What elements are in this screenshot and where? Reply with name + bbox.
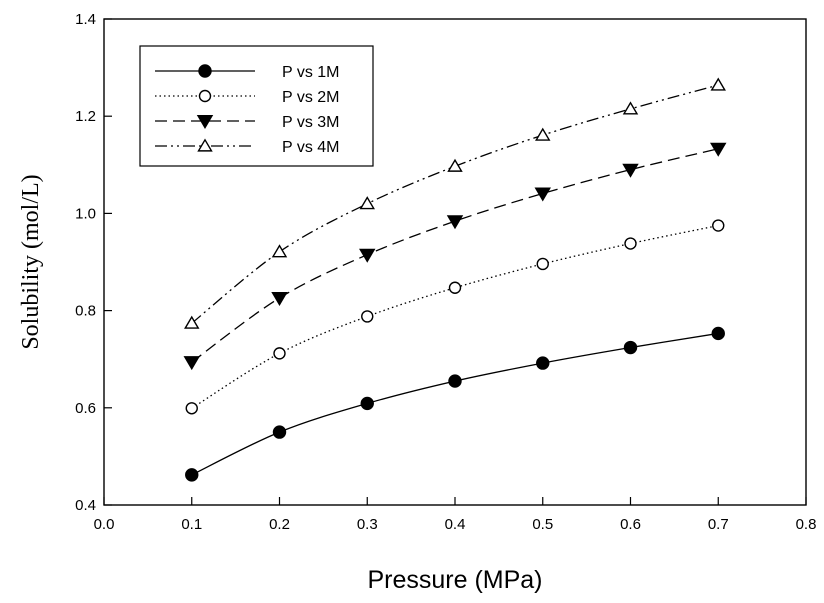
- legend-item: P vs 2M: [155, 89, 340, 106]
- x-tick-label: 0.6: [620, 516, 641, 533]
- series-2: [185, 219, 725, 415]
- x-tick-label: 0.4: [445, 516, 466, 533]
- data-point: [536, 356, 550, 370]
- legend-label: P vs 2M: [282, 89, 340, 106]
- data-point: [624, 237, 637, 250]
- data-point: [448, 281, 462, 294]
- legend-item: P vs 4M: [155, 138, 340, 156]
- legend-item: P vs 1M: [155, 64, 340, 81]
- legend-item: P vs 3M: [155, 114, 340, 131]
- data-point: [359, 196, 375, 210]
- data-point: [183, 356, 200, 371]
- legend: P vs 1M P vs 2M P vs 3M P vs 4M: [139, 45, 374, 167]
- y-axis-label: Solubility (mol/L): [18, 174, 44, 349]
- data-point: [535, 127, 551, 141]
- legend-marker: [196, 115, 214, 130]
- y-tick-label: 0.6: [75, 400, 96, 417]
- data-point: [623, 340, 638, 355]
- data-point: [448, 374, 462, 388]
- x-tick-label: 0.1: [181, 516, 202, 533]
- legend-label: P vs 1M: [282, 64, 340, 81]
- data-point: [360, 396, 374, 411]
- data-point: [711, 326, 725, 341]
- legend-marker: [197, 138, 213, 152]
- legend-label: P vs 3M: [282, 114, 340, 131]
- legend-marker: [198, 64, 212, 78]
- x-tick-label: 0.2: [269, 516, 290, 533]
- data-point: [185, 402, 198, 415]
- axes: 0.0 0.1 0.2 0.3 0.4 0.5 0.6 0.7 0.8 0.4 0.6 0.8 1.0 1…: [75, 11, 816, 533]
- x-tick-label: 0.0: [94, 516, 115, 533]
- data-point: [361, 310, 374, 323]
- y-tick-label: 0.8: [75, 303, 96, 320]
- data-point: [446, 215, 464, 230]
- data-point: [447, 158, 463, 172]
- data-point: [272, 425, 287, 439]
- y-tick-label: 1.0: [75, 205, 96, 222]
- series-4: [184, 77, 726, 329]
- data-point: [271, 292, 288, 306]
- data-point: [271, 244, 288, 258]
- series-line: [191, 332, 719, 476]
- data-point: [185, 468, 199, 482]
- series-layer: [183, 77, 727, 482]
- series-1: [185, 326, 725, 482]
- x-tick-label: 0.8: [796, 516, 817, 533]
- data-point: [536, 257, 549, 271]
- x-tick-label: 0.3: [357, 516, 378, 533]
- legend-label: P vs 4M: [282, 139, 340, 156]
- x-axis-label: Pressure (MPa): [367, 566, 542, 594]
- y-tick-label: 0.4: [75, 497, 96, 514]
- data-point: [710, 142, 727, 157]
- y-tick-label: 1.4: [75, 11, 96, 28]
- data-point: [710, 77, 726, 91]
- y-tick-label: 1.2: [75, 108, 96, 125]
- legend-marker: [198, 89, 212, 103]
- data-point: [622, 163, 639, 178]
- data-point: [534, 187, 551, 202]
- series-3: [183, 142, 727, 371]
- data-point: [712, 219, 725, 232]
- data-point: [184, 315, 200, 329]
- data-point: [273, 347, 286, 360]
- data-point: [622, 101, 639, 115]
- x-tick-label: 0.5: [532, 516, 553, 533]
- x-tick-label: 0.7: [708, 516, 729, 533]
- data-point: [359, 248, 376, 263]
- series-line: [191, 148, 719, 363]
